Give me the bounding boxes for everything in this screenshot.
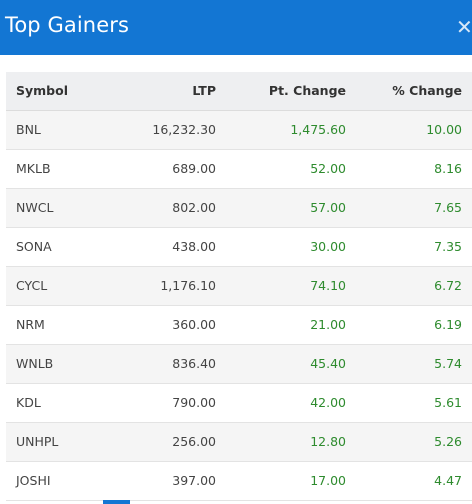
column-header-symbol[interactable]: Symbol	[6, 72, 116, 111]
pct-change-cell: 10.00	[356, 110, 472, 150]
pct-change-cell: 6.72	[356, 266, 472, 306]
pt-change-cell: 12.80	[226, 422, 356, 462]
symbol-cell[interactable]: NWCL	[6, 188, 116, 228]
pct-change-cell: 7.35	[356, 227, 472, 267]
pt-change-cell: 74.10	[226, 266, 356, 306]
ltp-cell: 689.00	[116, 149, 226, 189]
pt-change-cell: 52.00	[226, 149, 356, 189]
ltp-cell: 790.00	[116, 383, 226, 423]
symbol-cell[interactable]: WNLB	[6, 344, 116, 384]
table-row[interactable]: NWCL 802.00 57.00 7.65	[6, 188, 472, 228]
ltp-cell: 256.00	[116, 422, 226, 462]
symbol-cell[interactable]: JOSHI	[6, 461, 116, 501]
table-header-row: Symbol LTP Pt. Change % Change	[6, 72, 472, 111]
ltp-cell: 438.00	[116, 227, 226, 267]
ltp-cell: 802.00	[116, 188, 226, 228]
column-header-pct-change[interactable]: % Change	[356, 72, 472, 111]
pt-change-cell: 57.00	[226, 188, 356, 228]
ltp-cell: 397.00	[116, 461, 226, 501]
pt-change-cell: 17.00	[226, 461, 356, 501]
pct-change-cell: 6.19	[356, 305, 472, 345]
pt-change-cell: 42.00	[226, 383, 356, 423]
pt-change-cell: 45.40	[226, 344, 356, 384]
pct-change-cell: 8.16	[356, 149, 472, 189]
column-header-ltp[interactable]: LTP	[116, 72, 226, 111]
pct-change-cell: 7.65	[356, 188, 472, 228]
table-row[interactable]: KDL 790.00 42.00 5.61	[6, 383, 472, 423]
ltp-cell: 16,232.30	[116, 110, 226, 150]
symbol-cell[interactable]: SONA	[6, 227, 116, 267]
gainers-table-container: Symbol LTP Pt. Change % Change BNL 16,23…	[6, 72, 472, 501]
symbol-cell[interactable]: KDL	[6, 383, 116, 423]
table-row[interactable]: BNL 16,232.30 1,475.60 10.00	[6, 110, 472, 150]
pct-change-cell: 5.26	[356, 422, 472, 462]
pct-change-cell: 5.74	[356, 344, 472, 384]
ltp-cell: 360.00	[116, 305, 226, 345]
table-row[interactable]: MKLB 689.00 52.00 8.16	[6, 149, 472, 189]
ltp-cell: 836.40	[116, 344, 226, 384]
pt-change-cell: 30.00	[226, 227, 356, 267]
table-row[interactable]: JOSHI 397.00 17.00 4.47	[6, 461, 472, 501]
pct-change-cell: 4.47	[356, 461, 472, 501]
symbol-cell[interactable]: BNL	[6, 110, 116, 150]
table-row[interactable]: UNHPL 256.00 12.80 5.26	[6, 422, 472, 462]
column-header-pt-change[interactable]: Pt. Change	[226, 72, 356, 111]
pagination-indicator[interactable]	[103, 500, 130, 504]
table-row[interactable]: CYCL 1,176.10 74.10 6.72	[6, 266, 472, 306]
ltp-cell: 1,176.10	[116, 266, 226, 306]
header-bar: Top Gainers ✕	[0, 0, 472, 55]
pt-change-cell: 21.00	[226, 305, 356, 345]
table-row[interactable]: NRM 360.00 21.00 6.19	[6, 305, 472, 345]
gainers-table: Symbol LTP Pt. Change % Change BNL 16,23…	[6, 72, 472, 501]
symbol-cell[interactable]: UNHPL	[6, 422, 116, 462]
pct-change-cell: 5.61	[356, 383, 472, 423]
table-row[interactable]: WNLB 836.40 45.40 5.74	[6, 344, 472, 384]
symbol-cell[interactable]: NRM	[6, 305, 116, 345]
pt-change-cell: 1,475.60	[226, 110, 356, 150]
close-icon[interactable]: ✕	[456, 18, 472, 36]
symbol-cell[interactable]: MKLB	[6, 149, 116, 189]
table-row[interactable]: SONA 438.00 30.00 7.35	[6, 227, 472, 267]
page-title: Top Gainers	[5, 13, 129, 37]
symbol-cell[interactable]: CYCL	[6, 266, 116, 306]
